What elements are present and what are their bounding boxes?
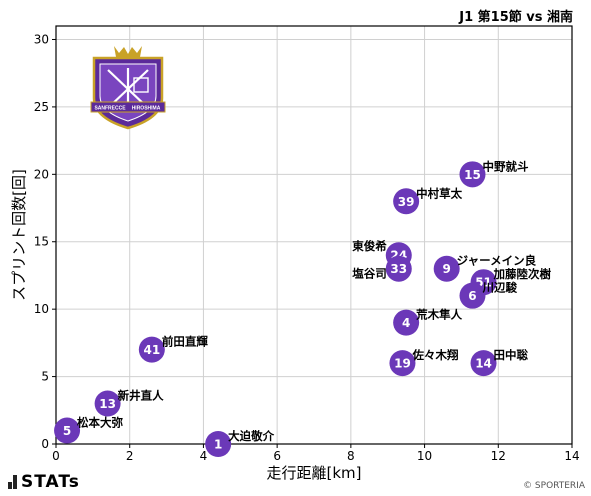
player-name-label: 荒木隼人 <box>415 308 462 322</box>
player-name-label: 大迫敬介 <box>228 429 274 443</box>
y-tick-label: 15 <box>34 235 49 249</box>
player-name-label: 川辺駿 <box>481 281 517 295</box>
player-marker <box>459 161 486 188</box>
player-number-label: 1 <box>214 438 222 452</box>
player-marker <box>393 309 420 336</box>
player-number-label: 41 <box>143 343 160 357</box>
x-tick-label: 0 <box>52 449 60 463</box>
chart-header-title: J1 第15節 vs 湘南 <box>459 10 573 25</box>
player-number-label: 6 <box>468 289 476 303</box>
x-tick-label: 4 <box>200 449 208 463</box>
player-marker <box>385 255 412 282</box>
player-marker <box>393 188 420 215</box>
player-name-label: 中村草太 <box>416 186 462 200</box>
player-number-label: 13 <box>99 397 116 411</box>
x-axis-label: 走行距離[km] <box>266 464 361 482</box>
player-number-label: 15 <box>464 168 481 182</box>
player-number-label: 5 <box>63 424 71 438</box>
player-marker <box>459 282 486 309</box>
player-name-label: 東俊希 <box>352 239 387 253</box>
player-number-label: 19 <box>394 357 411 371</box>
player-number-label: 33 <box>390 262 407 276</box>
y-tick-label: 0 <box>41 437 49 451</box>
club-crest-logo: SANFRECCE HIROSHIMA <box>90 46 166 130</box>
player-name-label: 田中聡 <box>494 348 529 362</box>
player-number-label: 4 <box>402 316 410 330</box>
y-tick-label: 10 <box>34 302 49 316</box>
y-tick-label: 30 <box>34 32 49 46</box>
player-number-label: 9 <box>443 262 451 276</box>
copyright-text: © SPORTERIA <box>523 481 585 491</box>
y-tick-label: 5 <box>41 370 49 384</box>
player-name-label: ジャーメイン良 <box>457 254 537 268</box>
x-tick-label: 6 <box>273 449 281 463</box>
player-marker <box>433 255 460 282</box>
stats-bars-icon <box>8 475 17 489</box>
player-name-label: 前田直輝 <box>162 335 208 349</box>
y-tick-label: 25 <box>34 100 49 114</box>
x-tick-label: 2 <box>126 449 134 463</box>
player-marker <box>470 350 497 377</box>
player-name-label: 松本大弥 <box>77 416 123 430</box>
player-name-label: 佐々木翔 <box>411 348 458 362</box>
player-number-label: 14 <box>475 357 492 371</box>
x-tick-label: 14 <box>564 449 579 463</box>
player-name-label: 新井直人 <box>118 389 164 403</box>
svg-text:SANFRECCE: SANFRECCE <box>94 106 126 112</box>
player-marker <box>54 417 81 444</box>
player-name-label: 加藤陸次樹 <box>493 267 552 281</box>
y-axis-label: スプリント回数[回] <box>10 169 28 301</box>
x-tick-label: 10 <box>417 449 432 463</box>
player-marker <box>389 350 416 377</box>
player-name-label: 塩谷司 <box>352 267 387 281</box>
x-tick-label: 12 <box>491 449 506 463</box>
stats-brand-text: STATs <box>21 472 80 492</box>
stats-brand-logo: STATs <box>8 472 80 492</box>
player-marker <box>138 336 165 363</box>
x-tick-label: 8 <box>347 449 355 463</box>
player-marker <box>205 431 232 457</box>
plot-frame <box>55 25 573 445</box>
svg-text:HIROSHIMA: HIROSHIMA <box>132 106 161 112</box>
player-number-label: 39 <box>398 195 415 209</box>
player-marker <box>94 390 121 417</box>
y-tick-label: 20 <box>34 167 49 181</box>
player-name-label: 中野就斗 <box>482 159 528 173</box>
